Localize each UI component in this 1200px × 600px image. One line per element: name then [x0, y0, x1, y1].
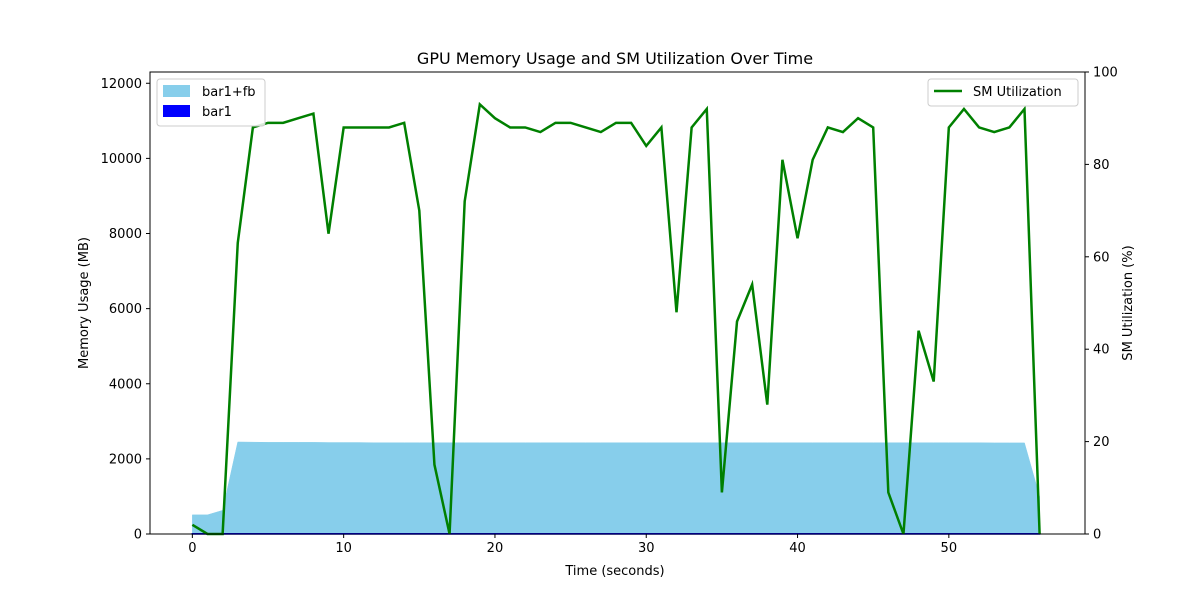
- x-tick-label: 0: [188, 541, 196, 556]
- y-axis-right: 0 20 40 60 80 100: [1085, 66, 1118, 543]
- legend-label-bar1-fb: bar1+fb: [202, 85, 256, 100]
- y-right-tick-label: 40: [1093, 343, 1110, 358]
- legend-label-sm: SM Utilization: [973, 85, 1062, 100]
- legend-swatch-bar1-fb: [163, 85, 190, 97]
- line-layer: [191, 101, 1041, 536]
- chart-title: GPU Memory Usage and SM Utilization Over…: [417, 49, 813, 68]
- y-right-tick-label: 20: [1093, 435, 1110, 450]
- y-left-tick-label: 8000: [109, 227, 142, 242]
- x-tick-label: 30: [638, 541, 655, 556]
- y-left-tick-label: 2000: [109, 452, 142, 467]
- y-right-tick-label: 60: [1093, 250, 1110, 265]
- y-axis-left-label: Memory Usage (MB): [77, 237, 92, 369]
- x-tick-label: 40: [789, 541, 806, 556]
- y-left-tick-label: 4000: [109, 377, 142, 392]
- legend-label-bar1: bar1: [202, 105, 232, 120]
- y-left-tick-label: 12000: [101, 77, 142, 92]
- y-right-tick-label: 100: [1093, 66, 1118, 81]
- legend-swatch-bar1: [163, 105, 190, 117]
- plot-frame: [149, 71, 1086, 535]
- legend-left: bar1+fb bar1: [156, 78, 266, 127]
- x-axis: 0 10 20 30 40 50: [188, 534, 957, 556]
- series-area-bar1-fb: [192, 441, 1040, 535]
- y-axis-left: 0 2000 4000 6000 8000 10000 12000: [101, 77, 150, 543]
- y-left-tick-label: 0: [134, 528, 142, 543]
- y-right-tick-label: 80: [1093, 158, 1110, 173]
- x-tick-label: 20: [487, 541, 504, 556]
- x-axis-label: Time (seconds): [564, 564, 664, 579]
- legend-right-box: [927, 78, 1079, 107]
- y-left-tick-label: 6000: [109, 302, 142, 317]
- x-tick-label: 10: [335, 541, 352, 556]
- y-axis-right-label: SM Utilization (%): [1121, 245, 1136, 360]
- series-line-sm-utilization: [191, 101, 1041, 536]
- x-tick-label: 50: [941, 541, 958, 556]
- y-left-tick-label: 10000: [101, 152, 142, 167]
- legend-right: SM Utilization: [927, 78, 1079, 107]
- area-layer: [191, 441, 1041, 535]
- y-right-tick-label: 0: [1093, 528, 1101, 543]
